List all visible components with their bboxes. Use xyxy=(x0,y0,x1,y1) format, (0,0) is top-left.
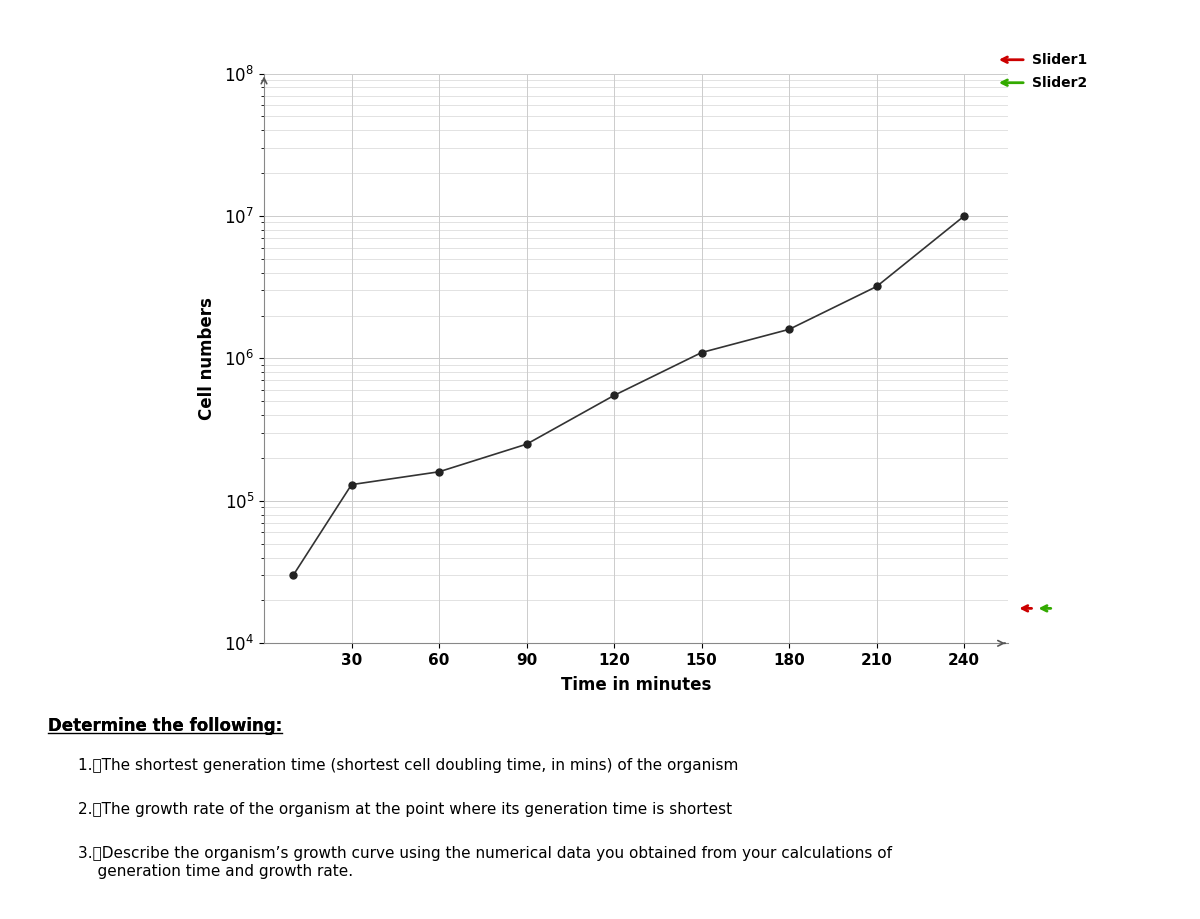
Text: Slider1: Slider1 xyxy=(1032,52,1087,67)
Text: Determine the following:: Determine the following: xyxy=(48,717,282,735)
Text: Determine the following:: Determine the following: xyxy=(48,717,282,735)
Text: 3.	Describe the organism’s growth curve using the numerical data you obtained fr: 3. Describe the organism’s growth curve … xyxy=(78,846,892,879)
Text: Slider2: Slider2 xyxy=(1032,75,1087,90)
Text: 1.	The shortest generation time (shortest cell doubling time, in mins) of the or: 1. The shortest generation time (shortes… xyxy=(78,758,738,773)
X-axis label: Time in minutes: Time in minutes xyxy=(560,676,712,695)
Y-axis label: Cell numbers: Cell numbers xyxy=(198,297,216,420)
Text: 2.	The growth rate of the organism at the point where its generation time is sho: 2. The growth rate of the organism at th… xyxy=(78,802,732,817)
